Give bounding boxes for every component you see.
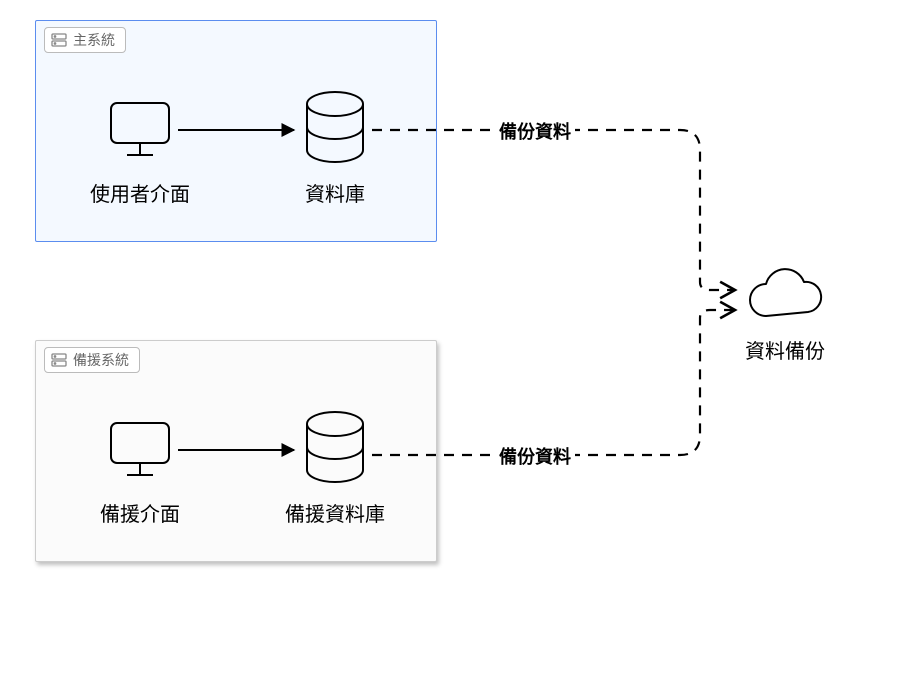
backup-ui-label: 備援介面: [80, 498, 200, 527]
edge-label-primary: 備份資料: [495, 118, 575, 144]
primary-ui-label: 使用者介面: [80, 178, 200, 207]
database-icon: [300, 410, 370, 490]
primary-db-label: 資料庫: [285, 178, 385, 207]
edge-label-backup: 備份資料: [495, 443, 575, 469]
backup-system-title: 備援系統: [73, 350, 129, 370]
primary-system-header: 主系統: [44, 27, 126, 53]
backup-system-box: 備援系統: [35, 340, 437, 562]
primary-system-title: 主系統: [73, 30, 115, 50]
monitor-icon: [105, 415, 175, 485]
server-icon: [51, 32, 67, 48]
cloud-label: 資料備份: [735, 335, 835, 364]
cloud-icon: [740, 268, 830, 328]
backup-db-label: 備援資料庫: [275, 498, 395, 527]
server-icon: [51, 352, 67, 368]
backup-system-header: 備援系統: [44, 347, 140, 373]
database-icon: [300, 90, 370, 170]
primary-system-box: 主系統: [35, 20, 437, 242]
monitor-icon: [105, 95, 175, 165]
